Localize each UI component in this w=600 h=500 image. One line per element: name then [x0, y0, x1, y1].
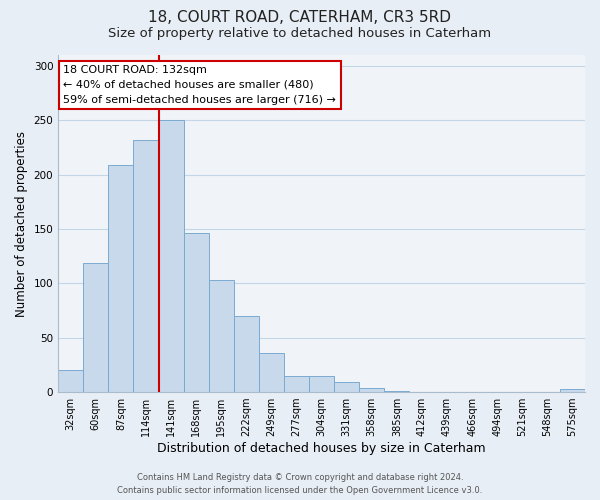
Bar [309, 376, 334, 392]
Bar [58, 370, 83, 392]
Bar [334, 382, 359, 392]
Bar [184, 234, 209, 392]
Text: 18 COURT ROAD: 132sqm
← 40% of detached houses are smaller (480)
59% of semi-det: 18 COURT ROAD: 132sqm ← 40% of detached … [64, 65, 337, 104]
X-axis label: Distribution of detached houses by size in Caterham: Distribution of detached houses by size … [157, 442, 486, 455]
Bar [560, 389, 585, 392]
Bar [385, 391, 409, 392]
Bar [234, 316, 259, 392]
Text: Contains HM Land Registry data © Crown copyright and database right 2024.
Contai: Contains HM Land Registry data © Crown c… [118, 474, 482, 495]
Bar [158, 120, 184, 392]
Bar [133, 140, 158, 392]
Bar [209, 280, 234, 392]
Y-axis label: Number of detached properties: Number of detached properties [15, 130, 28, 316]
Bar [83, 262, 109, 392]
Text: Size of property relative to detached houses in Caterham: Size of property relative to detached ho… [109, 28, 491, 40]
Bar [359, 388, 385, 392]
Bar [259, 353, 284, 392]
Text: 18, COURT ROAD, CATERHAM, CR3 5RD: 18, COURT ROAD, CATERHAM, CR3 5RD [149, 10, 452, 25]
Bar [284, 376, 309, 392]
Bar [109, 165, 133, 392]
